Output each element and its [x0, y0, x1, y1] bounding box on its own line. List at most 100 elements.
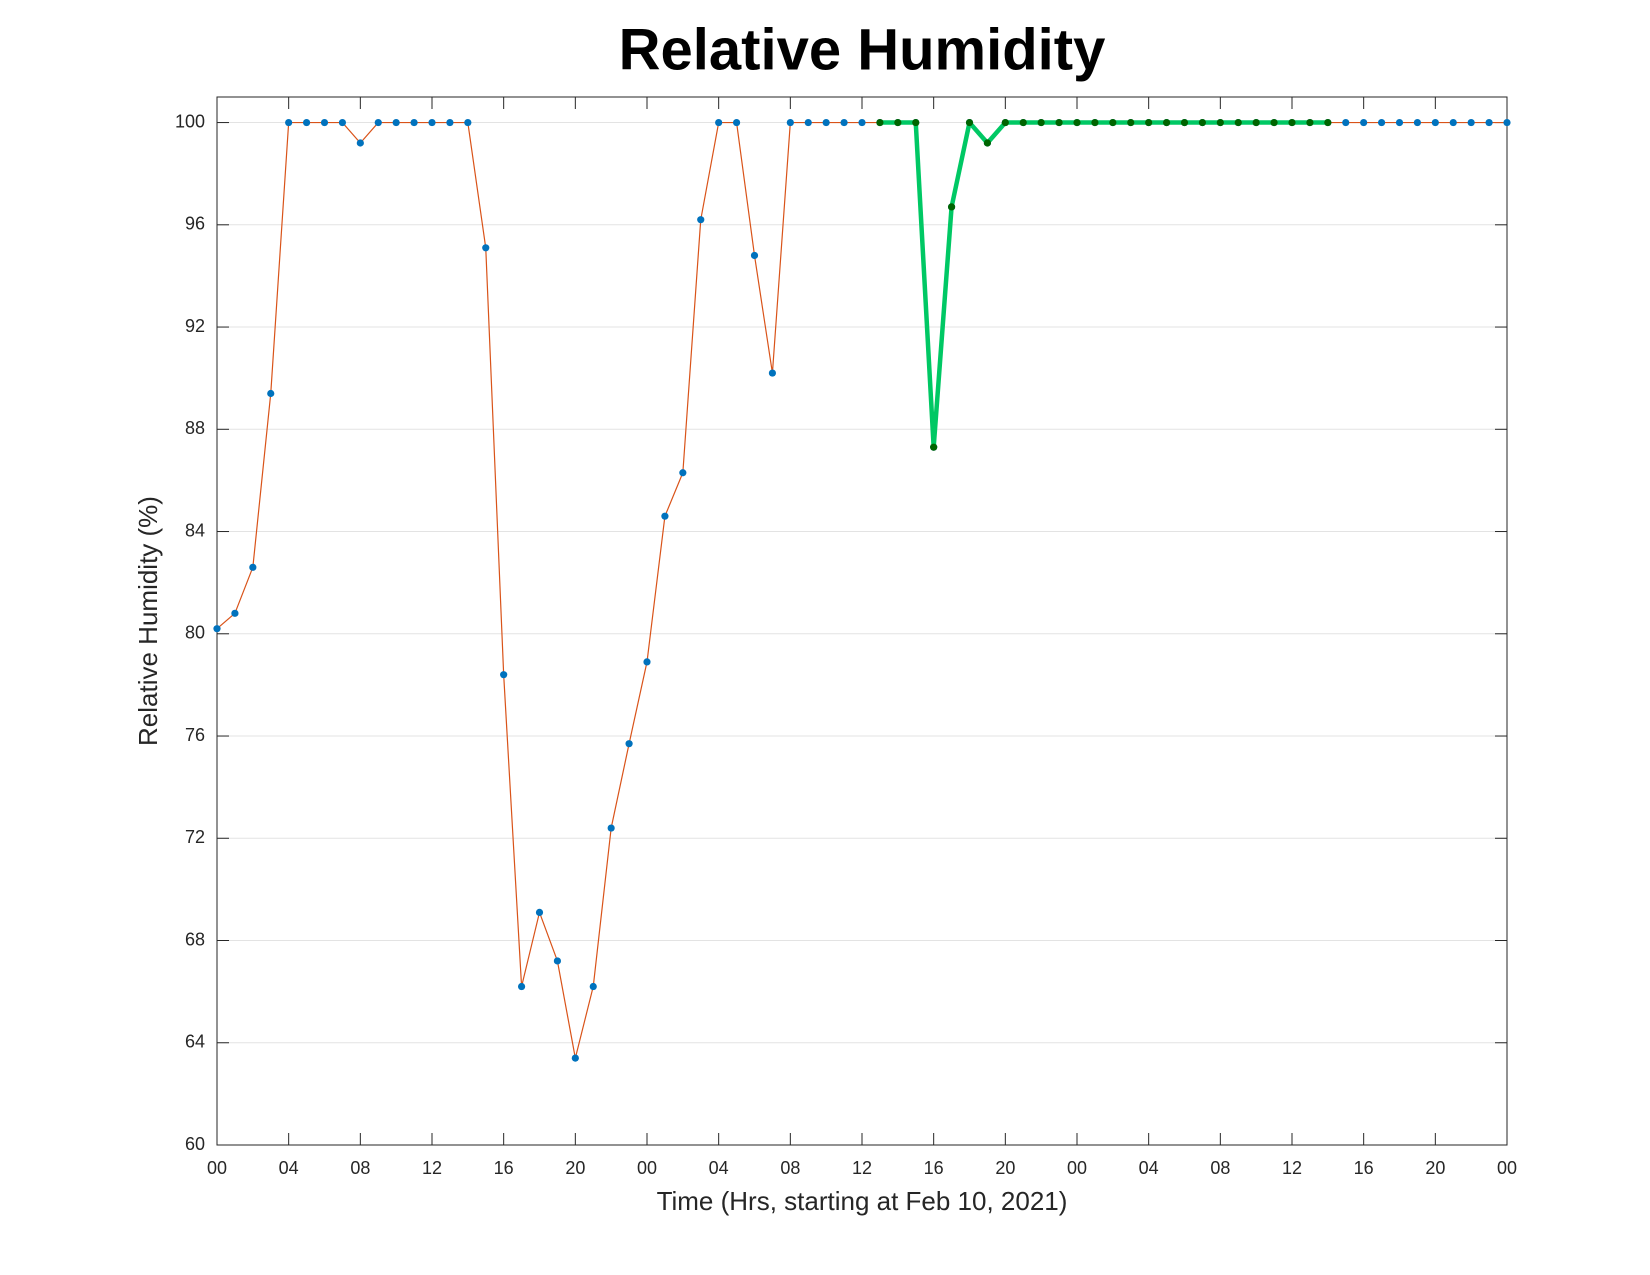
- x-tick-label: 16: [494, 1158, 514, 1178]
- series-line: [879, 120, 1328, 450]
- x-tick-label: 08: [780, 1158, 800, 1178]
- data-point: [464, 118, 472, 127]
- data-point: [983, 139, 992, 147]
- data-point: [1216, 118, 1224, 127]
- x-tick-label: 12: [852, 1158, 872, 1178]
- y-tick-label: 96: [185, 214, 205, 234]
- data-point: [535, 908, 544, 916]
- y-tick-label: 76: [185, 725, 205, 745]
- x-tick-label: 00: [1497, 1158, 1517, 1178]
- data-point: [1413, 118, 1422, 127]
- y-axis-label: Relative Humidity (%): [133, 496, 163, 746]
- data-point: [1324, 118, 1332, 127]
- data-point: [1270, 118, 1278, 127]
- data-point: [1342, 118, 1350, 127]
- data-point: [947, 203, 956, 211]
- data-point: [553, 957, 562, 965]
- x-tick-label: 04: [1139, 1158, 1159, 1178]
- x-tick-label: 16: [1354, 1158, 1374, 1178]
- data-point: [1162, 118, 1171, 127]
- data-point: [1145, 118, 1153, 127]
- data-point: [894, 118, 902, 127]
- data-point: [822, 118, 830, 127]
- data-point: [571, 1054, 579, 1062]
- data-point: [589, 982, 597, 991]
- x-tick-label: 20: [995, 1158, 1015, 1178]
- data-point: [1431, 118, 1439, 127]
- data-point: [1395, 118, 1404, 127]
- data-point: [1503, 118, 1511, 127]
- data-point: [249, 563, 257, 571]
- data-point: [786, 118, 794, 127]
- chart-title: Relative Humidity: [619, 17, 1106, 82]
- data-point: [840, 118, 848, 127]
- data-point: [410, 118, 418, 127]
- data-point: [1019, 118, 1027, 127]
- data-point: [1252, 118, 1260, 127]
- x-tick-label: 16: [924, 1158, 944, 1178]
- data-point: [1055, 118, 1063, 127]
- data-point: [392, 118, 400, 127]
- x-tick-label: 20: [1425, 1158, 1445, 1178]
- y-tick-label: 72: [185, 827, 205, 847]
- data-point: [607, 824, 615, 832]
- data-point: [715, 118, 723, 127]
- data-point: [1127, 118, 1135, 127]
- data-point: [1091, 118, 1099, 127]
- data-point: [1377, 118, 1386, 127]
- data-point: [482, 244, 490, 252]
- data-point: [338, 118, 347, 127]
- data-point: [1485, 118, 1493, 127]
- data-point: [858, 118, 866, 127]
- data-point: [965, 118, 974, 127]
- data-point: [1037, 118, 1045, 127]
- data-point: [1180, 118, 1189, 127]
- data-point: [1109, 118, 1117, 127]
- data-point: [1467, 118, 1475, 127]
- data-point: [1198, 118, 1207, 127]
- data-point: [679, 469, 687, 477]
- data-point: [356, 139, 364, 147]
- data-point: [1360, 118, 1368, 127]
- data-point: [446, 118, 454, 127]
- data-point: [374, 118, 382, 127]
- data-point: [1001, 118, 1009, 127]
- y-tick-label: 80: [185, 623, 205, 643]
- x-tick-label: 00: [1067, 1158, 1087, 1178]
- y-tick-label: 68: [185, 929, 205, 949]
- data-point: [912, 118, 920, 127]
- data-point: [517, 982, 526, 991]
- data-point: [302, 118, 311, 127]
- data-point: [1449, 118, 1457, 127]
- x-tick-label: 04: [279, 1158, 299, 1178]
- y-tick-label: 100: [175, 111, 205, 131]
- data-point: [661, 512, 669, 520]
- y-tick-label: 64: [185, 1032, 205, 1052]
- x-tick-label: 08: [350, 1158, 370, 1178]
- x-tick-label: 20: [565, 1158, 585, 1178]
- data-point: [428, 118, 436, 127]
- y-tick-label: 88: [185, 418, 205, 438]
- y-tick-label: 84: [185, 520, 205, 540]
- data-point: [267, 389, 275, 398]
- data-point: [697, 216, 705, 224]
- y-tick-label: 60: [185, 1134, 205, 1154]
- data-point: [1234, 118, 1242, 127]
- data-point: [213, 625, 221, 633]
- plot-frame: [216, 96, 1508, 1146]
- y-tick-label: 92: [185, 316, 205, 336]
- x-axis-label: Time (Hrs, starting at Feb 10, 2021): [657, 1186, 1068, 1216]
- data-point: [1073, 118, 1081, 127]
- data-point: [625, 740, 633, 748]
- x-tick-label: 00: [637, 1158, 657, 1178]
- x-tick-label: 00: [207, 1158, 227, 1178]
- x-tick-label: 08: [1210, 1158, 1230, 1178]
- data-point: [231, 609, 239, 617]
- data-point: [1306, 118, 1314, 127]
- data-point: [750, 251, 759, 260]
- data-point: [285, 118, 293, 127]
- data-point: [930, 443, 938, 451]
- data-point: [876, 118, 884, 127]
- x-tick-label: 04: [709, 1158, 729, 1178]
